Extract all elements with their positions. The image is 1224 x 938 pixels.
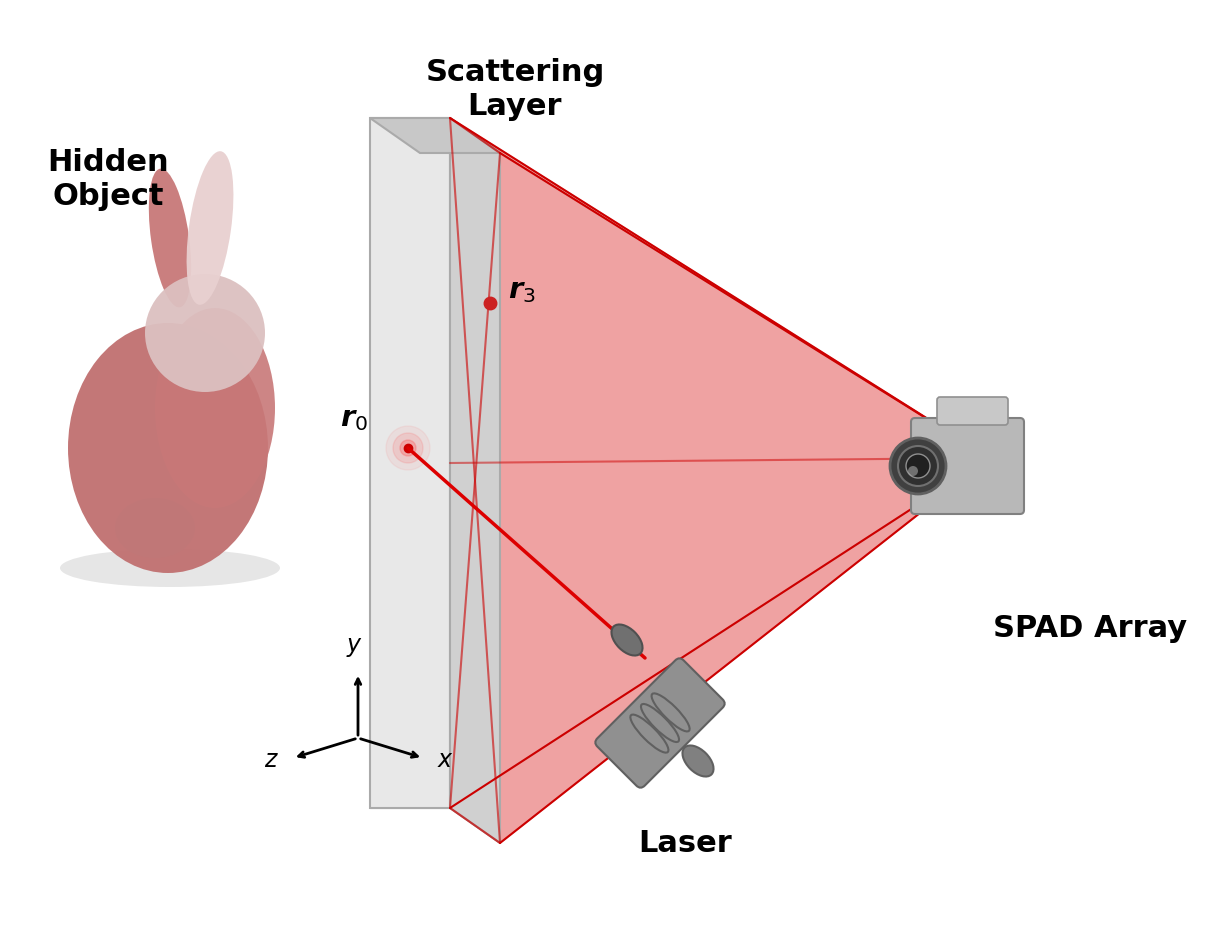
Ellipse shape bbox=[186, 151, 234, 305]
FancyBboxPatch shape bbox=[938, 397, 1009, 425]
Ellipse shape bbox=[155, 308, 275, 508]
Circle shape bbox=[908, 466, 918, 476]
Text: Laser: Laser bbox=[638, 828, 732, 857]
Text: $\boldsymbol{r}_3$: $\boldsymbol{r}_3$ bbox=[508, 277, 536, 305]
Ellipse shape bbox=[683, 746, 714, 777]
Polygon shape bbox=[450, 118, 499, 843]
Text: $x$: $x$ bbox=[437, 749, 454, 771]
Text: SPAD Array: SPAD Array bbox=[993, 613, 1187, 643]
Polygon shape bbox=[450, 118, 499, 843]
Ellipse shape bbox=[612, 625, 643, 656]
Polygon shape bbox=[370, 118, 450, 808]
Circle shape bbox=[393, 433, 424, 463]
Ellipse shape bbox=[115, 498, 195, 558]
Circle shape bbox=[890, 438, 946, 494]
Circle shape bbox=[386, 426, 430, 470]
Ellipse shape bbox=[60, 549, 280, 587]
Text: $\boldsymbol{r}_0$: $\boldsymbol{r}_0$ bbox=[340, 405, 368, 432]
Text: Hidden
Object: Hidden Object bbox=[48, 148, 169, 211]
Ellipse shape bbox=[69, 323, 268, 573]
Polygon shape bbox=[450, 118, 990, 458]
Polygon shape bbox=[450, 458, 990, 843]
Ellipse shape bbox=[149, 169, 191, 308]
Polygon shape bbox=[370, 118, 499, 153]
Polygon shape bbox=[499, 153, 990, 843]
Polygon shape bbox=[370, 118, 450, 808]
Circle shape bbox=[898, 446, 938, 486]
Circle shape bbox=[400, 440, 416, 456]
Polygon shape bbox=[450, 118, 990, 808]
Polygon shape bbox=[450, 118, 499, 843]
Text: $y$: $y$ bbox=[345, 636, 362, 659]
Text: Scattering
Layer: Scattering Layer bbox=[426, 58, 605, 121]
FancyBboxPatch shape bbox=[595, 658, 725, 788]
Text: $z$: $z$ bbox=[264, 749, 279, 771]
Circle shape bbox=[906, 454, 930, 478]
Ellipse shape bbox=[144, 274, 266, 392]
FancyBboxPatch shape bbox=[911, 418, 1024, 514]
Polygon shape bbox=[370, 118, 499, 153]
